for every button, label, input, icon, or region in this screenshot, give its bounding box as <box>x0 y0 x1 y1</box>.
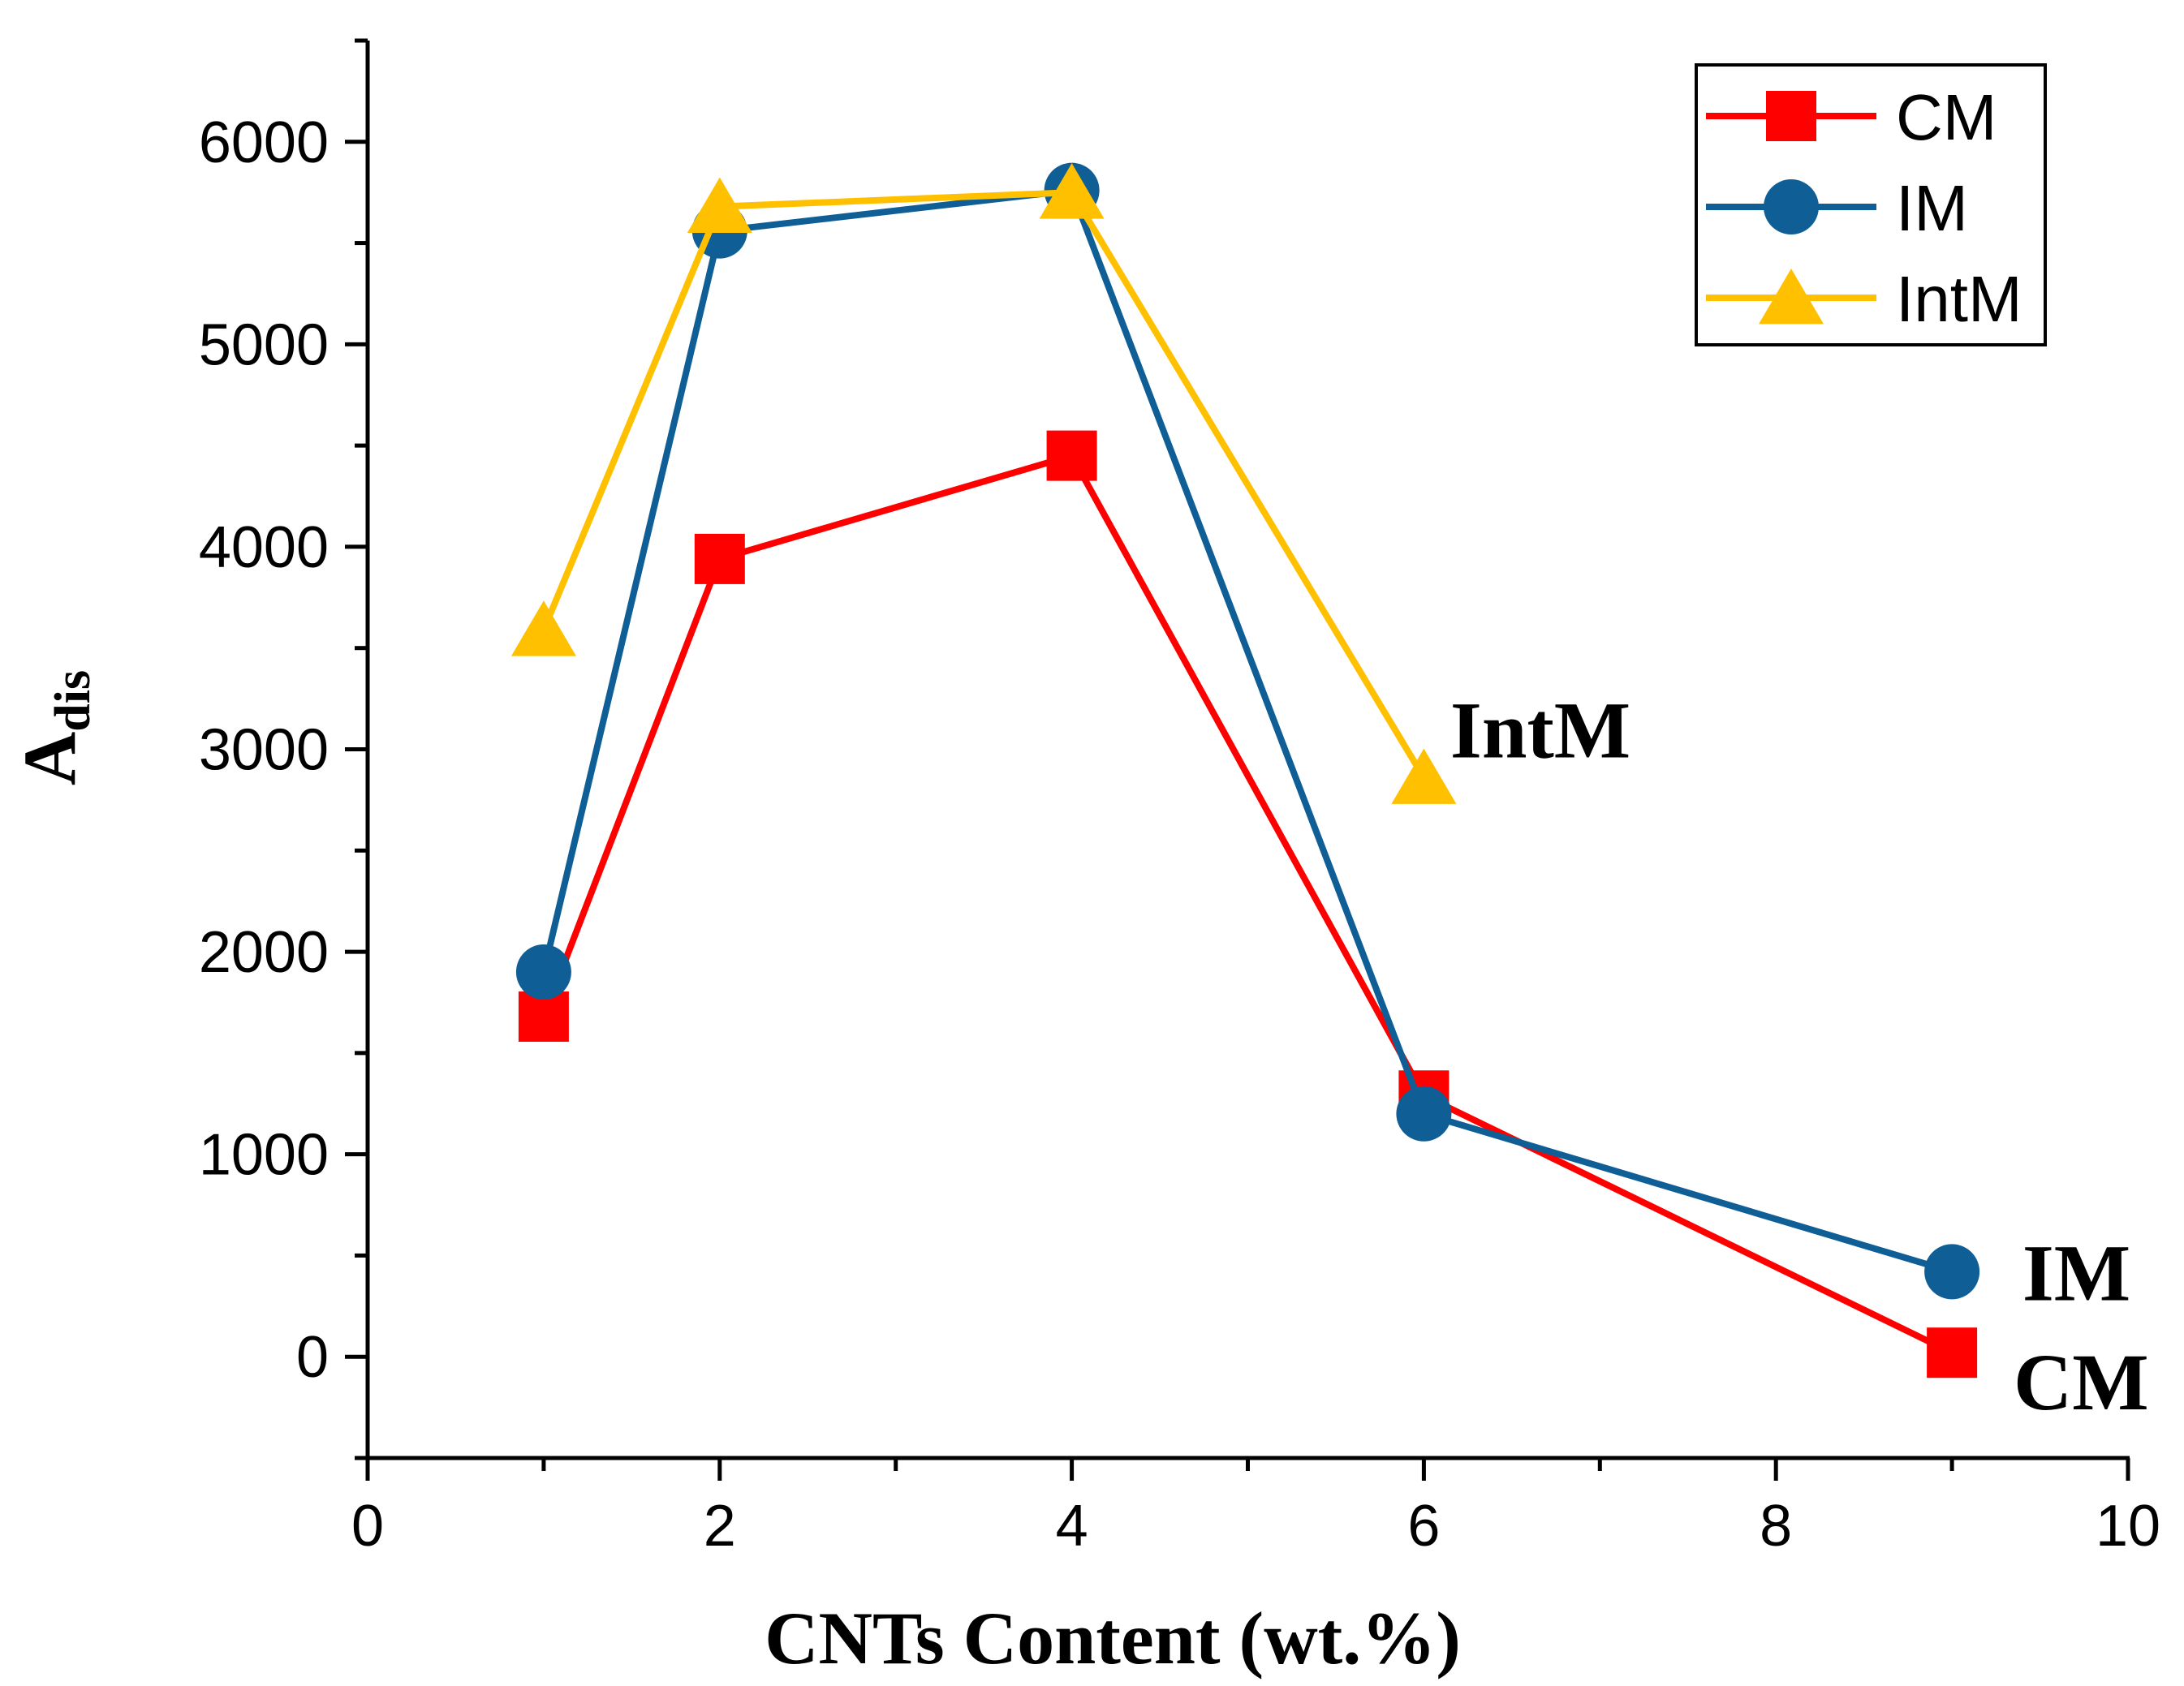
x-tick-label: 4 <box>1056 1494 1088 1559</box>
y-tick-label: 1000 <box>199 1123 329 1188</box>
x-tick-label: 0 <box>351 1494 384 1559</box>
data-point-IM <box>515 944 571 1000</box>
x-tick-label: 6 <box>1407 1494 1440 1559</box>
x-tick-label: 8 <box>1760 1494 1792 1559</box>
legend-label-IM: IM <box>1896 172 1968 244</box>
data-point-IM <box>1396 1086 1452 1142</box>
y-tick-label: 4000 <box>199 515 329 580</box>
axes: 0 2 4 6 8 10 0 1000 2000 3000 4000 5000 6000 <box>199 38 2160 1559</box>
annotation-CM: CM <box>2014 1337 2149 1427</box>
legend-item-CM: CM <box>1706 81 1997 153</box>
legend-item-IntM: IntM <box>1706 263 2022 335</box>
data-point-IntM <box>687 177 752 234</box>
annotation-IM: IM <box>2022 1228 2130 1318</box>
legend-label-CM: CM <box>1896 81 1997 153</box>
series-line-IM <box>541 187 1954 1275</box>
data-point-IntM <box>510 600 576 656</box>
data-point-IM <box>1924 1244 1980 1300</box>
x-tick-label: 2 <box>704 1494 736 1559</box>
annotations: IntM IM CM <box>1450 686 2149 1428</box>
legend: CM IM IntM <box>1695 63 2047 346</box>
legend-item-IM: IM <box>1706 172 1968 244</box>
data-point-IntM <box>1039 163 1105 219</box>
y-tick-label: 6000 <box>199 110 329 175</box>
data-point-CM <box>1046 430 1097 481</box>
series-line-CM <box>541 452 1954 1356</box>
series-IntM <box>510 163 1457 804</box>
y-axis-title-subscript: dis <box>45 670 101 732</box>
y-tick-label: 5000 <box>199 312 329 377</box>
data-point-CM <box>1927 1327 1978 1378</box>
x-axis-title: CNTs Content (wt.%) <box>765 1597 1461 1680</box>
y-tick-label: 0 <box>296 1325 329 1390</box>
y-axis-title-main: A <box>8 732 91 785</box>
y-tick-label: 3000 <box>199 718 329 783</box>
y-tick-label: 2000 <box>199 920 329 985</box>
data-point-CM <box>694 533 745 584</box>
x-tick-label: 10 <box>2096 1494 2160 1559</box>
legend-label-IntM: IntM <box>1896 263 2022 335</box>
data-point-IntM <box>1391 748 1457 804</box>
y-axis-title-group: Adis <box>8 670 101 785</box>
legend-marker-CM <box>1766 91 1816 141</box>
legend-marker-IntM <box>1759 269 1824 325</box>
series-CM <box>518 430 1978 1378</box>
legend-marker-IM <box>1764 179 1819 234</box>
y-axis-title: Adis <box>8 670 101 785</box>
series-line-IntM <box>541 189 1427 780</box>
annotation-IntM: IntM <box>1450 686 1630 776</box>
data-point-CM <box>518 991 569 1042</box>
plot-area <box>510 162 1980 1378</box>
